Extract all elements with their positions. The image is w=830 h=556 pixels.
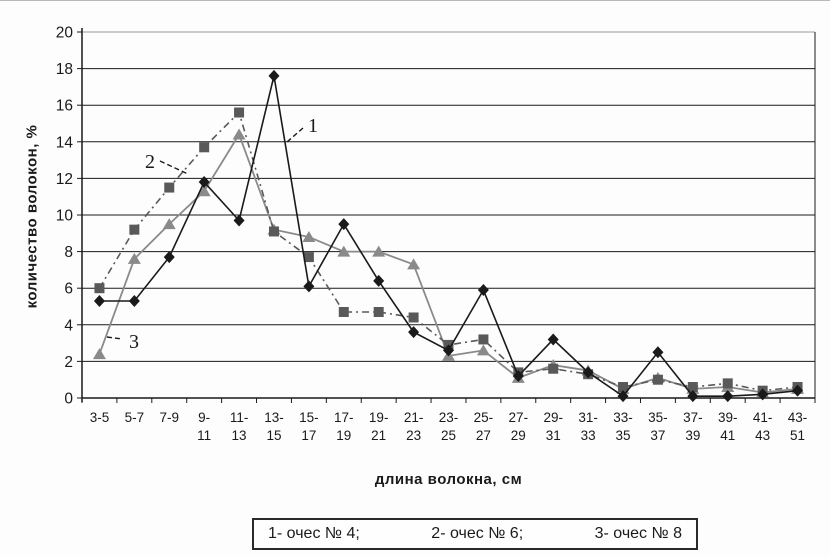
marker-triangle [197,185,211,197]
x-tick-label: 11-13 [230,410,249,443]
marker-triangle [127,252,141,264]
y-tick-label: 14 [56,134,74,151]
marker-diamond [268,69,280,82]
marker-diamond [408,326,420,339]
x-tick-label: 37-39 [683,410,703,443]
x-tick-label: 39-41 [718,410,738,443]
curve-label-1: 1 [308,115,318,137]
x-tick-label: 41-43 [753,410,773,443]
marker-triangle [372,245,386,257]
marker-diamond [163,251,175,264]
x-tick-label: 21-23 [404,410,424,443]
marker-triangle [407,258,421,270]
x-tick-label: 17-19 [334,410,354,443]
y-tick-label: 2 [64,354,73,371]
marker-square [338,306,349,317]
marker-square [722,378,733,389]
x-tick-label: 33-35 [613,410,633,443]
marker-diamond [582,366,594,379]
legend: 1- очес № 4; 2- очес № 6; 3- очес № 8 [252,518,698,550]
marker-square [199,142,210,153]
y-tick-label: 4 [64,317,73,334]
marker-diamond [652,346,664,359]
marker-square [652,374,663,385]
marker-triangle [302,230,316,242]
x-tick-label: 25-27 [474,410,494,443]
marker-triangle [162,218,176,230]
x-tick-label: 15-17 [299,410,319,443]
x-tick-label: 7-9 [160,410,180,425]
legend-item-oches-4: 1- очес № 4; [268,525,360,542]
marker-diamond [198,176,210,189]
marker-diamond [722,390,734,403]
x-tick-label: 5-7 [125,410,145,425]
legend-item-oches-6: 2- очес № 6; [431,525,524,542]
marker-diamond [128,295,140,308]
marker-square [234,107,245,118]
marker-triangle [476,344,490,356]
marker-square [373,306,384,317]
marker-diamond [617,390,629,403]
annotation-leader-3 [106,336,123,340]
y-tick-label: 18 [56,61,73,78]
marker-diamond [233,214,245,227]
marker-diamond [373,274,385,287]
marker-square [408,312,419,323]
y-axis-title: количество волокон, % [23,124,41,309]
marker-square [164,182,175,193]
marker-triangle [232,128,246,140]
curve-label-2: 2 [145,151,155,173]
marker-square [129,224,140,235]
marker-square [268,226,279,237]
marker-diamond [443,344,454,357]
annotation-leader-2 [159,160,189,175]
marker-diamond [547,333,559,346]
y-tick-label: 10 [56,208,74,225]
x-tick-label: 27-29 [509,410,529,443]
x-tick-label: 43-51 [788,410,808,443]
marker-square [618,382,629,393]
marker-diamond [512,370,524,383]
x-tick-label: 3-5 [90,410,110,425]
marker-diamond [303,280,315,293]
marker-square [687,382,698,393]
y-tick-label: 8 [64,244,73,261]
x-tick-label: 29-31 [543,410,563,443]
annotation-leader-1 [286,127,304,143]
x-tick-label: 23-25 [439,410,459,443]
marker-square [478,334,489,345]
x-tick-label: 13-15 [264,410,284,443]
marker-square [94,283,105,294]
x-tick-label: 31-33 [578,410,598,443]
marker-diamond [687,390,699,403]
y-tick-label: 16 [56,98,73,115]
x-tick-label: 35-37 [648,410,668,443]
marker-diamond [338,218,350,231]
y-tick-label: 12 [56,171,73,188]
y-tick-label: 6 [64,281,73,298]
x-tick-label: 19-21 [369,410,389,443]
curve-label-3: 3 [129,331,139,353]
marker-diamond [757,388,769,401]
y-tick-label: 0 [64,391,73,408]
x-tick-label: 9-11 [197,410,211,443]
marker-diamond [93,295,105,308]
marker-triangle [337,245,351,257]
marker-diamond [792,384,804,397]
marker-triangle [92,348,106,360]
y-tick-label: 20 [56,25,74,42]
marker-square [303,252,314,263]
marker-diamond [477,284,489,297]
x-axis-title: длина волокна, см [374,471,523,488]
marker-square [548,363,559,374]
legend-item-oches-8: 3- очес № 8 [594,525,682,542]
